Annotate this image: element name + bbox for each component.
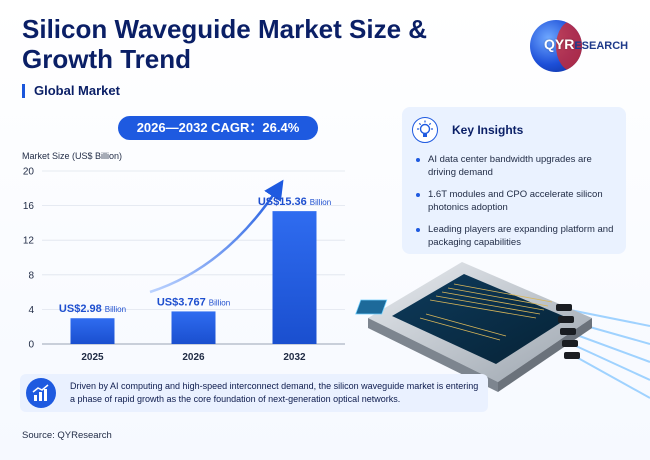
bar-value-label: US$3.767 Billion [157,296,230,308]
growth-chart-icon [26,378,56,408]
y-tick-label: 16 [23,201,35,212]
y-tick-labels: 0 4 8 12 16 20 [23,167,35,351]
bar-2025 [70,318,115,344]
y-axis-label: Market Size (US$ Billion) [22,151,122,161]
x-tick-label: 2026 [182,352,205,363]
insights-title: Key Insights [452,123,524,137]
logo-text: QYRESEARCH [544,36,629,52]
summary-box: Driven by AI computing and high-speed in… [20,374,488,412]
y-tick-label: 4 [28,305,34,316]
waveguide-traces [419,283,553,341]
y-tick-label: 12 [23,236,35,247]
x-tick-label: 2032 [283,352,306,363]
page-subtitle: Global Market [22,84,120,98]
cagr-badge: 2026—2032 CAGR：26.4% [118,116,318,140]
bar-value-label: US$15.36 Billion [258,196,331,208]
qyresearch-logo: QYRESEARCH [530,16,642,76]
x-tick-label: 2025 [81,352,104,363]
lightbulb-icon [412,117,438,143]
x-tick-labels: 2025 2026 2032 [81,352,306,363]
fiber-cables [569,309,650,399]
chip-die [392,274,568,364]
bar-2032 [272,211,317,344]
globe-icon [530,20,582,72]
y-tick-label: 20 [23,167,35,178]
bar-value-labels: US$2.98 Billion US$3.767 Billion US$15.36 Bil… [59,196,331,315]
insight-item: 1.6T modules and CPO accelerate silicon … [416,188,620,214]
y-tick-label: 0 [28,340,34,351]
source-note: Source: QYResearch [22,430,112,441]
key-insights-panel: Key Insights AI data center bandwidth up… [402,107,626,254]
bar-value-label: US$2.98 Billion [59,303,126,315]
insight-item: AI data center bandwidth upgrades are dr… [416,153,620,179]
y-tick-label: 8 [28,270,34,281]
page-title: Silicon Waveguide Market Size & Growth T… [22,14,428,74]
fiber-connectors [556,304,580,359]
insight-item: Leading players are expanding platform a… [416,223,620,249]
bar-2026 [171,311,216,344]
insights-list: AI data center bandwidth upgrades are dr… [416,153,620,258]
growth-arrow [149,179,284,294]
summary-text: Driven by AI computing and high-speed in… [70,381,479,404]
bars [70,211,317,344]
